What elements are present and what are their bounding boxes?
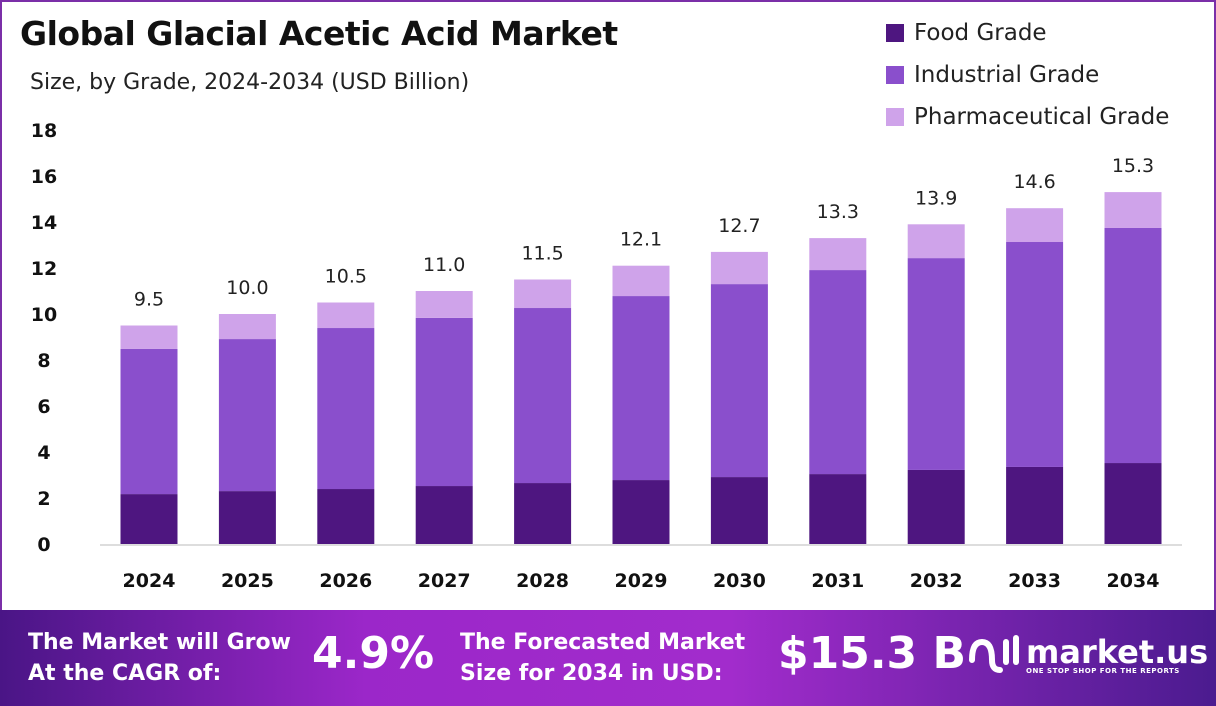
data-label-total: 10.0 bbox=[226, 277, 268, 299]
forecast-label-line1: The Forecasted Market bbox=[460, 630, 746, 655]
bar-food-grade-2031 bbox=[809, 474, 867, 544]
bar-pharmaceutical-grade-2026 bbox=[317, 302, 375, 329]
bar-food-grade-2029 bbox=[612, 480, 670, 544]
forecast-label-line2: Size for 2034 in USD: bbox=[460, 661, 723, 686]
data-label-total: 12.7 bbox=[718, 215, 760, 237]
forecast-label: The Forecasted Market Size for 2034 in US… bbox=[460, 627, 745, 689]
bar-industrial-grade-2026 bbox=[317, 328, 375, 490]
x-tick-label: 2024 bbox=[123, 570, 176, 592]
bar-pharmaceutical-grade-2030 bbox=[710, 251, 768, 285]
bar-food-grade-2033 bbox=[1006, 466, 1064, 544]
forecast-value: $15.3 B bbox=[778, 628, 967, 679]
brand-name: market.us bbox=[1026, 633, 1209, 671]
bar-pharmaceutical-grade-2031 bbox=[809, 238, 867, 271]
legend-swatch bbox=[886, 66, 904, 84]
legend-swatch bbox=[886, 108, 904, 126]
bar-industrial-grade-2031 bbox=[809, 270, 867, 475]
x-tick-label: 2026 bbox=[319, 570, 372, 592]
bar-food-grade-2030 bbox=[710, 477, 768, 544]
bar-pharmaceutical-grade-2025 bbox=[218, 314, 276, 340]
y-tick-label: 6 bbox=[37, 396, 50, 418]
data-label-total: 11.0 bbox=[423, 254, 465, 276]
bar-industrial-grade-2033 bbox=[1006, 242, 1064, 467]
legend-label: Pharmaceutical Grade bbox=[914, 104, 1170, 130]
x-tick-label: 2031 bbox=[811, 570, 864, 592]
legend-swatch bbox=[886, 24, 904, 42]
footer-banner: The Market will Grow At the CAGR of: 4.9%… bbox=[0, 610, 1216, 706]
legend: Food Grade Industrial Grade Pharmaceutic… bbox=[886, 12, 1169, 138]
bar-pharmaceutical-grade-2032 bbox=[907, 224, 965, 259]
chart-title: Global Glacial Acetic Acid Market bbox=[20, 14, 618, 53]
bar-pharmaceutical-grade-2029 bbox=[612, 265, 670, 297]
y-tick-label: 18 bbox=[31, 120, 57, 142]
market-us-logo-icon bbox=[969, 635, 1019, 673]
y-tick-label: 4 bbox=[37, 442, 50, 464]
y-tick-label: 12 bbox=[31, 258, 57, 280]
y-tick-label: 0 bbox=[37, 534, 50, 556]
chart-subtitle: Size, by Grade, 2024-2034 (USD Billion) bbox=[30, 70, 470, 95]
bar-industrial-grade-2030 bbox=[710, 284, 768, 478]
bar-food-grade-2024 bbox=[120, 494, 178, 544]
x-tick-label: 2032 bbox=[910, 570, 963, 592]
legend-item-industrial-grade: Industrial Grade bbox=[886, 54, 1169, 96]
cagr-value: 4.9% bbox=[312, 628, 435, 679]
bar-pharmaceutical-grade-2024 bbox=[120, 325, 178, 349]
x-tick-label: 2027 bbox=[418, 570, 471, 592]
data-label-total: 14.6 bbox=[1013, 171, 1055, 193]
bar-food-grade-2028 bbox=[514, 483, 572, 544]
x-tick-label: 2029 bbox=[615, 570, 668, 592]
bar-food-grade-2027 bbox=[415, 486, 473, 544]
bar-food-grade-2032 bbox=[907, 469, 965, 544]
data-label-total: 11.5 bbox=[521, 243, 563, 265]
bar-pharmaceutical-grade-2034 bbox=[1104, 192, 1162, 228]
cagr-label-line2: At the CAGR of: bbox=[28, 661, 222, 686]
data-label-total: 12.1 bbox=[620, 229, 662, 251]
legend-label: Industrial Grade bbox=[914, 62, 1100, 88]
y-tick-label: 14 bbox=[31, 212, 57, 234]
cagr-label-line1: The Market will Grow bbox=[28, 630, 291, 655]
data-label-total: 13.3 bbox=[817, 201, 859, 223]
x-tick-label: 2028 bbox=[516, 570, 569, 592]
bar-pharmaceutical-grade-2027 bbox=[415, 291, 473, 318]
data-label-total: 10.5 bbox=[325, 266, 367, 288]
brand-tagline: ONE STOP SHOP FOR THE REPORTS bbox=[1026, 667, 1180, 675]
bar-pharmaceutical-grade-2028 bbox=[514, 279, 572, 309]
x-tick-label: 2033 bbox=[1008, 570, 1061, 592]
y-tick-label: 10 bbox=[31, 304, 57, 326]
x-tick-label: 2030 bbox=[713, 570, 766, 592]
legend-label: Food Grade bbox=[914, 20, 1047, 46]
y-tick-label: 2 bbox=[37, 488, 50, 510]
bar-industrial-grade-2032 bbox=[907, 258, 965, 470]
bar-food-grade-2034 bbox=[1104, 463, 1162, 544]
brand-logo: market.us ONE STOP SHOP FOR THE REPORTS bbox=[966, 632, 1208, 676]
y-tick-label: 8 bbox=[37, 350, 50, 372]
x-tick-label: 2025 bbox=[221, 570, 274, 592]
bar-industrial-grade-2034 bbox=[1104, 227, 1162, 464]
bar-industrial-grade-2028 bbox=[514, 308, 572, 484]
data-label-total: 9.5 bbox=[134, 289, 164, 311]
legend-item-food-grade: Food Grade bbox=[886, 12, 1169, 54]
bar-food-grade-2025 bbox=[218, 491, 276, 544]
data-label-total: 13.9 bbox=[915, 187, 957, 209]
bar-industrial-grade-2029 bbox=[612, 296, 670, 481]
bar-industrial-grade-2027 bbox=[415, 317, 473, 487]
bar-chart: 0 2 4 6 8 10 12 14 16 18 9.5 2024 10.0 2025 10.5 2026 11… bbox=[31, 120, 1182, 592]
y-tick-label: 16 bbox=[31, 166, 57, 188]
bar-industrial-grade-2025 bbox=[218, 339, 276, 492]
chart-frame bbox=[0, 0, 1216, 612]
bar-pharmaceutical-grade-2033 bbox=[1006, 208, 1064, 243]
legend-item-pharmaceutical-grade: Pharmaceutical Grade bbox=[886, 96, 1169, 138]
bar-food-grade-2026 bbox=[317, 489, 375, 544]
bar-industrial-grade-2024 bbox=[120, 348, 178, 495]
x-tick-label: 2034 bbox=[1107, 570, 1160, 592]
cagr-label: The Market will Grow At the CAGR of: bbox=[28, 627, 291, 689]
data-label-total: 15.3 bbox=[1112, 155, 1154, 177]
